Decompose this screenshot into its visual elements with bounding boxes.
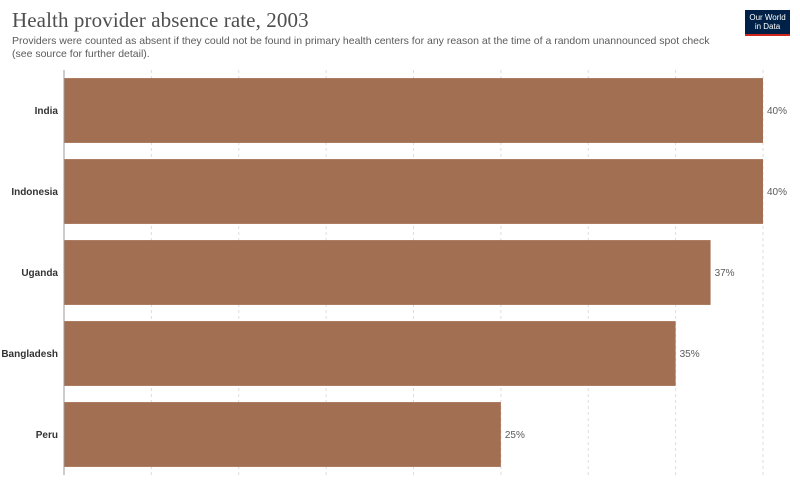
- category-label: Peru: [36, 430, 58, 441]
- chart-subtitle: Providers were counted as absent if they…: [12, 35, 710, 60]
- value-label: 25%: [505, 430, 525, 441]
- value-label: 35%: [680, 349, 700, 360]
- owid-logo[interactable]: Our World in Data: [745, 10, 790, 36]
- bar-india: [64, 78, 763, 143]
- value-label: 40%: [767, 106, 787, 117]
- chart-title: Health provider absence rate, 2003: [12, 8, 309, 32]
- value-label: 40%: [767, 187, 787, 198]
- logo-line-1: Our World: [749, 13, 786, 22]
- bar-bangladesh: [64, 321, 676, 386]
- logo-line-2: in Data: [754, 22, 781, 31]
- category-label: India: [35, 106, 59, 117]
- category-label: Bangladesh: [1, 349, 58, 360]
- category-label: Uganda: [21, 268, 58, 279]
- bar-peru: [64, 402, 501, 467]
- bar-indonesia: [64, 159, 763, 224]
- category-label: Indonesia: [11, 187, 58, 198]
- bar-uganda: [64, 240, 711, 305]
- value-label: 37%: [715, 268, 735, 279]
